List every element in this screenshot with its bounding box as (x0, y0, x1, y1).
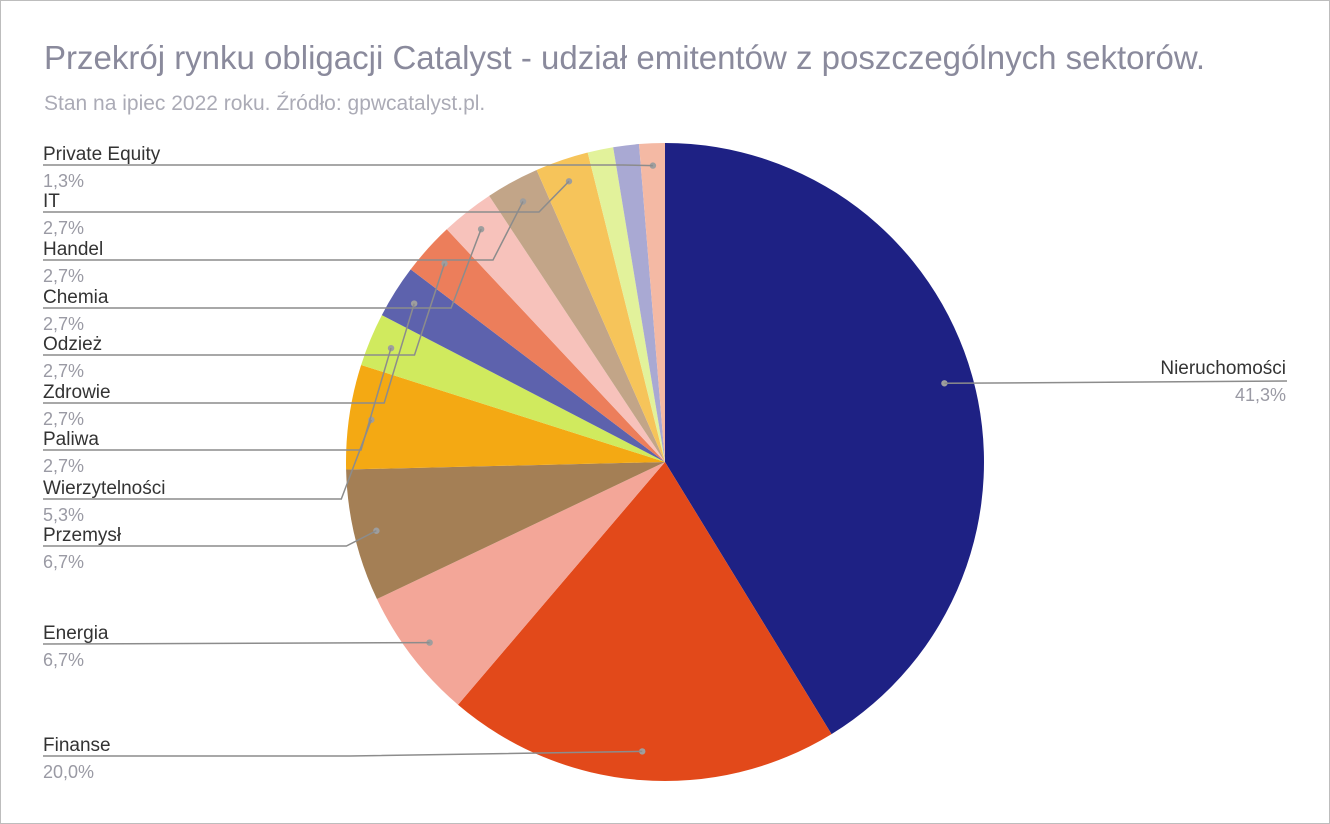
leader-line (944, 380, 1288, 385)
slice-value-label: 1,3% (43, 171, 84, 191)
slice-label: Odzież (43, 334, 102, 355)
leader-line (43, 303, 415, 404)
chart-title: Przekrój rynku obligacji Catalyst - udzi… (44, 39, 1205, 76)
pie-slice-odziez (410, 229, 665, 462)
slice-value-label: 20,0% (43, 762, 94, 782)
slice-value-label: 6,7% (43, 552, 84, 572)
leader-dot (426, 639, 433, 646)
slice-label: IT (43, 191, 60, 212)
slice-label: Przemysł (43, 525, 122, 546)
slice-value-label: 2,7% (43, 266, 84, 286)
slice-value-label: 2,7% (43, 361, 84, 381)
pie-slice-finanse (458, 462, 832, 781)
slice-labels: Nieruchomości 41,3% Finanse 20,0% Energia 6,7… (43, 144, 1286, 782)
pie-slice-handel (489, 169, 665, 463)
slice-label: Chemia (43, 287, 109, 308)
leader-line (43, 180, 570, 213)
leader-line (43, 750, 643, 757)
leader-lines (42, 162, 1288, 757)
slice-value-label: 6,7% (43, 650, 84, 670)
slice-label: Handel (43, 239, 103, 260)
leader-dot (477, 225, 485, 233)
leader-line (42, 641, 430, 645)
slice-label: Energia (43, 623, 109, 644)
leader-line (43, 228, 482, 309)
slice-label: Paliwa (43, 429, 99, 450)
slice-value-label: 41,3% (1235, 385, 1286, 405)
pie-slice-wierzytelnosci (346, 364, 665, 470)
pie-slice-unlabeled-11 (587, 147, 665, 463)
pie-slice-it (536, 152, 665, 462)
leader-line (43, 263, 446, 356)
pie-slice-przemysl (346, 462, 665, 600)
slice-label: Private Equity (43, 144, 161, 165)
slice-label: Nieruchomości (1160, 358, 1286, 379)
pie-slice-paliwa (361, 315, 665, 462)
chart-subtitle: Stan na ipiec 2022 roku. Źródło: gpwcata… (44, 92, 486, 115)
slice-value-label: 5,3% (43, 505, 84, 525)
leader-line (43, 164, 653, 167)
leader-dot (639, 748, 646, 755)
slice-value-label: 2,7% (43, 218, 84, 238)
pie-slice-energia (376, 462, 665, 705)
slice-label: Wierzytelności (43, 478, 165, 499)
leader-line (43, 201, 524, 261)
leader-line (43, 419, 373, 500)
leader-line (43, 347, 392, 451)
leader-dot (410, 300, 418, 307)
pie-slices (346, 143, 984, 781)
pie-slice-chemia (446, 195, 665, 462)
slice-label: Zdrowie (43, 382, 111, 403)
slice-label: Finanse (43, 735, 111, 756)
leader-line (43, 530, 377, 547)
slice-value-label: 2,7% (43, 456, 84, 476)
pie-slice-private-equity (639, 143, 665, 462)
slice-value-label: 2,7% (43, 314, 84, 334)
pie-slice-unlabeled-12 (613, 144, 665, 462)
pie-slice-nieruchomosci (665, 143, 984, 735)
leader-dot (519, 198, 527, 205)
pie-slice-zdrowie (381, 269, 665, 462)
slice-value-label: 2,7% (43, 409, 84, 429)
